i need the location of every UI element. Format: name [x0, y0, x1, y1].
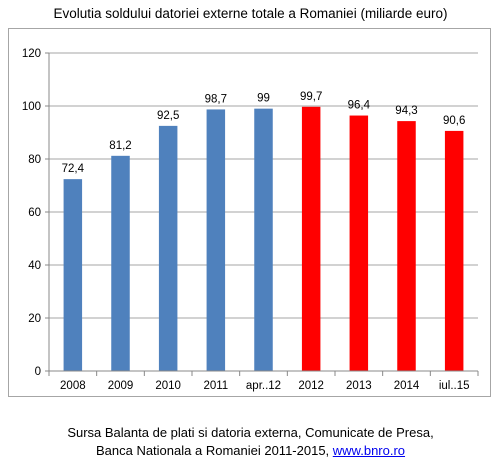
bar-2014 [397, 121, 416, 371]
y-tick-label: 120 [22, 48, 41, 60]
y-tick-label: 0 [35, 366, 41, 378]
data-label: 81,2 [109, 140, 131, 152]
source-note: Sursa Balanta de plati si datoria extern… [0, 424, 501, 460]
data-label: 98,7 [205, 93, 227, 105]
y-tick-label: 20 [28, 313, 41, 325]
x-tick-label: 2013 [346, 380, 372, 392]
bar-iul-15 [444, 130, 464, 371]
x-tick-label: iul..15 [439, 380, 470, 392]
data-label: 96,4 [348, 100, 371, 112]
bar-chart: 0 20 40 60 80 100 120 72,4 81,2 92,5 98,7 99 99,7 96… [22, 48, 479, 392]
y-tick-label: 40 [28, 260, 41, 272]
x-tick-label: 2008 [60, 380, 86, 392]
x-tick-label: 2010 [155, 380, 181, 392]
bar-2009 [111, 155, 130, 371]
bars [63, 106, 464, 372]
data-label: 92,5 [157, 110, 179, 122]
data-label: 99 [257, 93, 270, 105]
x-tick-label: 2012 [298, 380, 324, 392]
data-label: 72,4 [62, 163, 85, 175]
bar-2011 [206, 109, 226, 371]
data-label: 99,7 [300, 91, 322, 103]
x-axis: 2008 2009 2010 2011 apr..12 2012 2013 2014 iul..… [48, 370, 479, 392]
x-tick-label: 2014 [394, 380, 420, 392]
x-tick-label: apr..12 [246, 380, 281, 392]
y-tick-label: 100 [22, 101, 41, 113]
source-line-1: Sursa Balanta de plati si datoria extern… [67, 425, 434, 440]
data-labels: 72,4 81,2 92,5 98,7 99 99,7 96,4 94,3 90,6 [62, 91, 466, 175]
bar-2012 [301, 106, 321, 372]
y-axis: 0 20 40 60 80 100 120 [22, 48, 50, 378]
x-tick-label: 2011 [203, 380, 228, 392]
source-link[interactable]: www.bnro.ro [332, 443, 406, 458]
source-line-2-text: Banca Nationala a Romaniei 2011-2015, [95, 443, 333, 458]
y-tick-label: 60 [28, 207, 41, 219]
y-tick-label: 80 [28, 154, 41, 166]
chart-title: Evolutia soldului datoriei externe total… [53, 6, 448, 21]
x-tick-label: 2009 [108, 380, 134, 392]
bar-2013 [349, 115, 369, 371]
data-label: 90,6 [443, 115, 465, 127]
chart-frame [8, 28, 491, 397]
data-label: 94,3 [395, 105, 417, 117]
bar-2008 [63, 179, 83, 371]
source-line-2: Banca Nationala a Romaniei 2011-2015, ww… [0, 442, 501, 460]
bar-2010 [158, 125, 178, 371]
bar-apr-12 [254, 108, 273, 372]
